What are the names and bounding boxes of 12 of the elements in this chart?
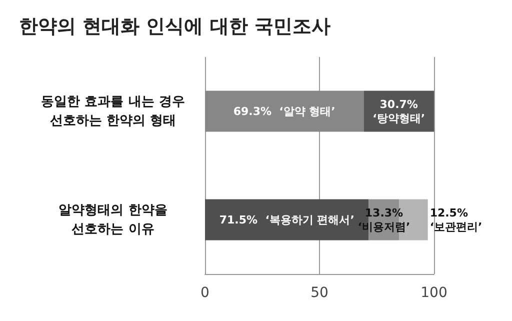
data-label: 71.5% ‘복용하기 편해서’ [219,213,354,226]
x-tick-label: 0 [200,285,210,301]
x-tick-label: 50 [310,285,328,301]
x-tick-label: 100 [420,285,448,301]
data-label: 12.5% ‘보관편리’ [430,206,482,234]
data-label: 13.3% ‘비용저렴’ [358,206,410,234]
data-label: 69.3% ‘알약 형태’ [233,104,336,118]
data-label: 30.7% ‘탕약형태’ [372,98,426,125]
y-tick-label: 동일한 효과를 내는 경우 선호하는 한약의 형태 [41,94,185,128]
bar [205,90,364,132]
chart-title: 한약의 현대화 인식에 대한 국민조사 [19,16,330,38]
y-tick-label: 알약형태의 한약을 선호하는 이유 [58,202,168,237]
